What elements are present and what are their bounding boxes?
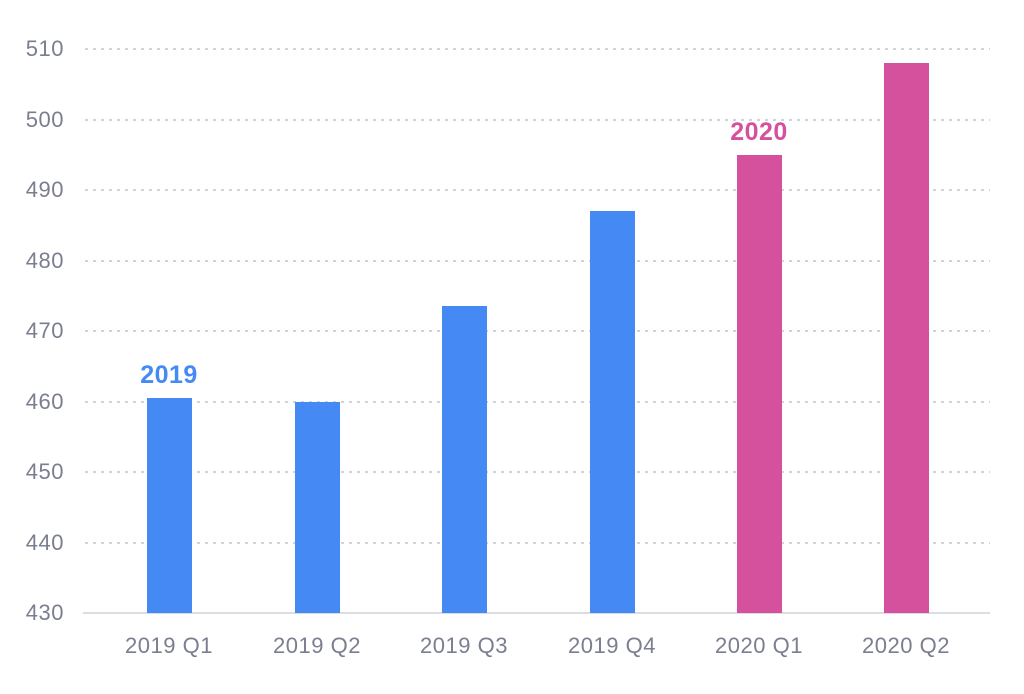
y-tick-label-480: 480 — [25, 247, 64, 273]
y-tick-label-430: 430 — [25, 600, 64, 625]
bar-2019-q1 — [146, 397, 192, 613]
year-annotation-2019: 2019 — [140, 360, 198, 389]
gridline-470 — [85, 330, 990, 332]
bar-2020-q1 — [736, 154, 782, 613]
x-tick-label-2019-q1: 2019 Q1 — [125, 633, 213, 658]
x-tick-label-2020-q1: 2020 Q1 — [715, 633, 803, 658]
year-annotation-2020: 2020 — [730, 117, 788, 146]
bar-2019-q4 — [589, 211, 635, 613]
x-axis-baseline — [83, 612, 990, 614]
x-tick-label-2019-q2: 2019 Q2 — [273, 633, 361, 658]
y-tick-label-470: 470 — [25, 318, 64, 343]
x-tick-label-2019-q4: 2019 Q4 — [568, 633, 656, 658]
gridline-490 — [85, 189, 990, 191]
x-tick-label-2020-q2: 2020 Q2 — [862, 633, 950, 658]
y-tick-label-490: 490 — [25, 177, 64, 202]
y-tick-label-440: 440 — [25, 529, 64, 555]
gridline-500 — [85, 118, 990, 121]
y-tick-label-510: 510 — [25, 36, 64, 61]
x-tick-label-2019-q3: 2019 Q3 — [420, 633, 508, 658]
bar-2019-q2 — [294, 401, 340, 613]
plot-area: 2019 Q1 2019 Q2 2019 Q3 2019 Q4 2020 Q1 2020 … — [83, 48, 990, 658]
gridline-440 — [85, 541, 990, 544]
gridline-460 — [85, 400, 990, 403]
y-tick-label-460: 460 — [25, 388, 64, 414]
gridline-510 — [85, 48, 990, 50]
y-tick-label-500: 500 — [25, 106, 64, 132]
gridline-480 — [85, 259, 990, 262]
bar-2019-q3 — [441, 306, 487, 613]
y-tick-label-450: 450 — [25, 459, 64, 484]
bar-2020-q2 — [883, 63, 929, 613]
gridline-450 — [85, 471, 990, 473]
